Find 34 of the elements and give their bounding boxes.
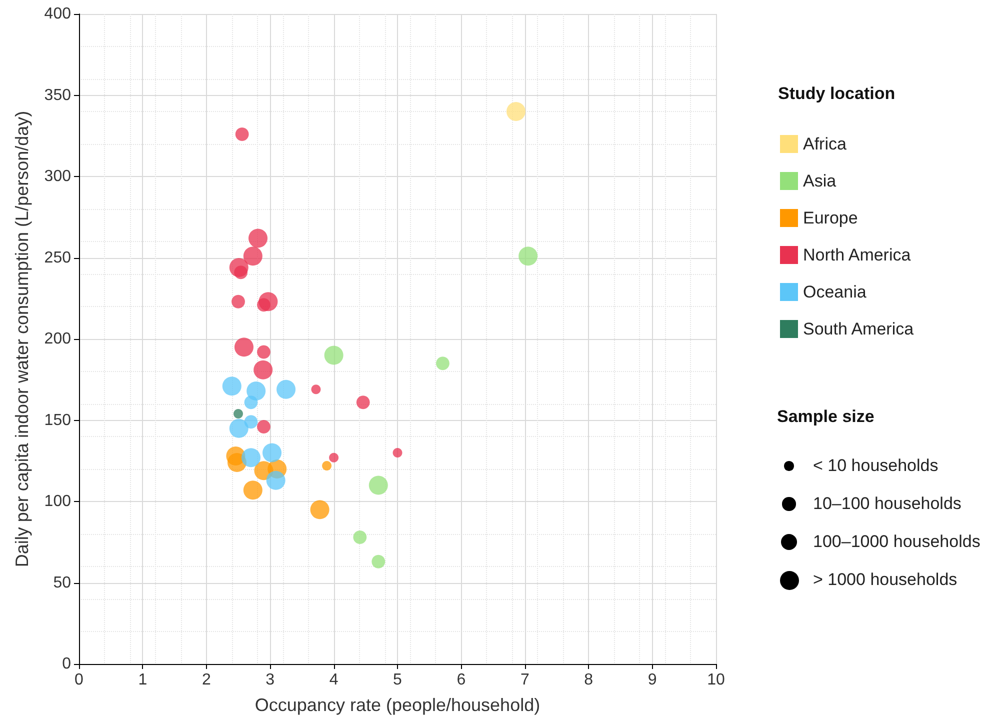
y-axis-title: Daily per capita indoor water consumption (L/person/day) [12, 110, 32, 568]
legend-label: 100–1000 households [813, 532, 980, 552]
legend-label: Africa [803, 134, 847, 154]
legend-label: North America [803, 246, 912, 264]
x-tick-label: 10 [707, 672, 725, 688]
y-tick-label: 250 [44, 249, 72, 266]
legend-label: Asia [803, 172, 837, 190]
x-tick-label: 1 [138, 672, 148, 688]
legend-label: > 1000 households [813, 570, 958, 590]
y-tick-label: 200 [44, 330, 72, 348]
x-tick-label: 3 [266, 672, 275, 688]
x-tick-label: 9 [648, 672, 657, 688]
legend-label: Europe [803, 208, 858, 228]
y-tick-label: 0 [62, 656, 72, 672]
y-tick-label: 400 [44, 6, 72, 22]
legend-label: South America [803, 320, 914, 338]
x-tick-label: 2 [202, 672, 211, 688]
x-tick-label: 7 [520, 672, 530, 688]
y-tick-label: 350 [44, 86, 72, 104]
y-tick-label: 150 [44, 412, 72, 429]
x-tick-label: 4 [329, 672, 338, 688]
x-tick-label: 8 [584, 672, 594, 688]
legend-label: 10–100 households [813, 494, 962, 514]
y-tick-label: 50 [53, 574, 72, 592]
legend-label: < 10 households [813, 456, 938, 476]
x-tick-label: 0 [74, 672, 84, 688]
legend-title: Study location [778, 84, 896, 103]
text: Sample size [777, 407, 876, 427]
y-tick-label: 100 [44, 493, 72, 510]
x-tick-label: 6 [456, 672, 466, 688]
x-tick-label: 5 [393, 672, 402, 688]
x-axis-title: Occupancy rate (people/household) [254, 695, 540, 715]
y-tick-label: 300 [44, 168, 72, 185]
legend-label: Oceania [803, 282, 867, 302]
